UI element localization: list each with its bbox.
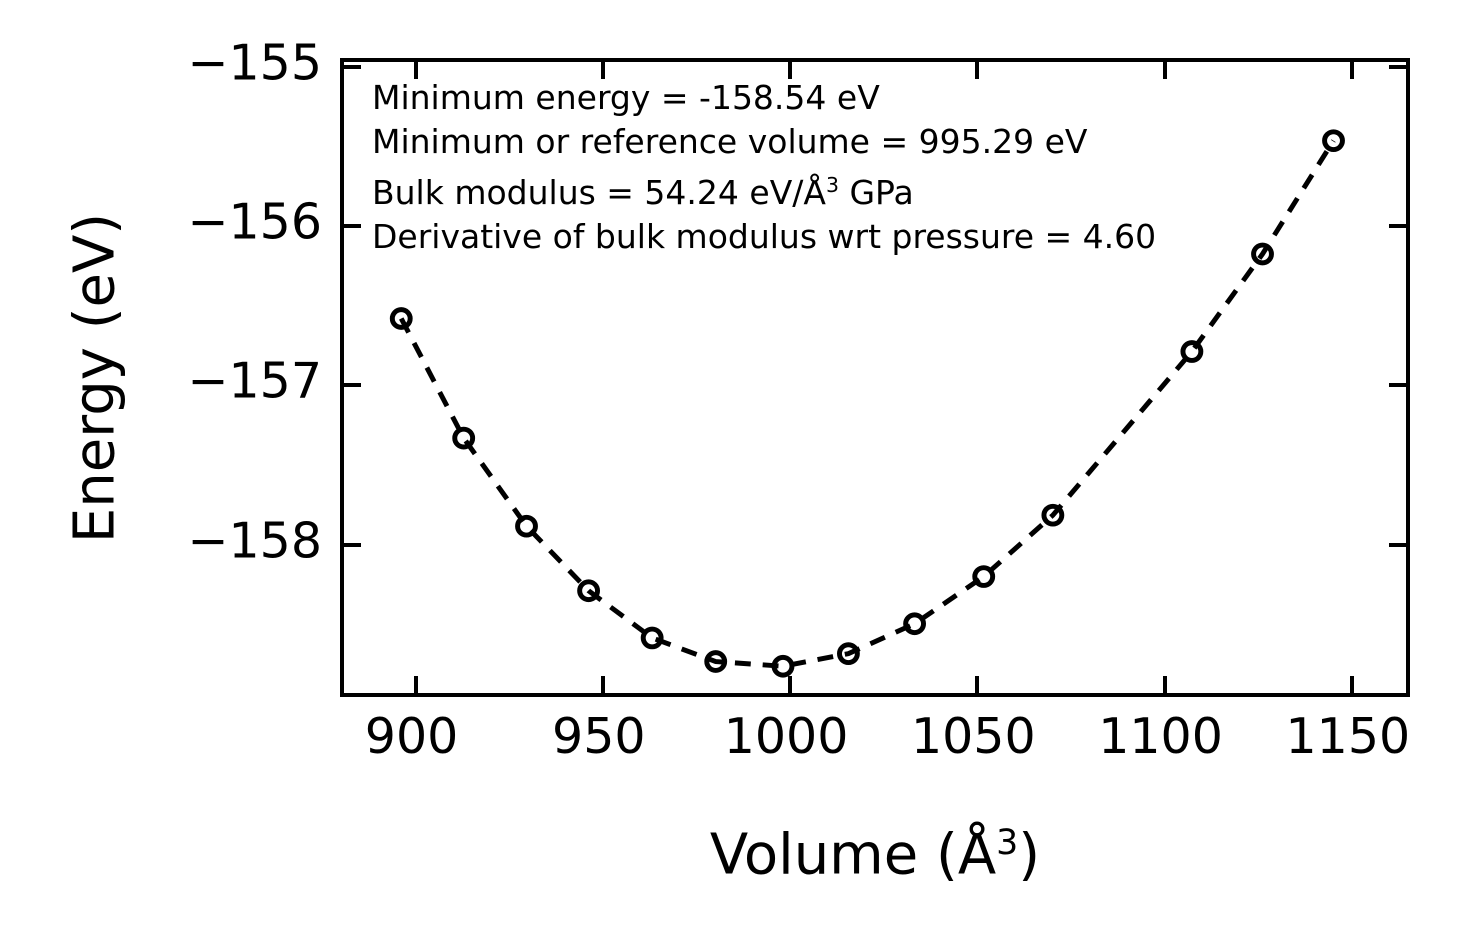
x-axis-tick-label: 900: [364, 708, 459, 765]
annotation-line-minimum-volume: Minimum or reference volume = 995.29 eV: [372, 121, 1088, 161]
data-series-layer: [389, 129, 1345, 678]
x-axis-tick-label: 1150: [1285, 708, 1411, 765]
plot-area: [340, 58, 1410, 697]
x-axis-tick: [1349, 676, 1354, 694]
data-point-marker: [515, 514, 538, 538]
data-point-marker: [1180, 340, 1204, 363]
x-axis-label: Volume (Å3): [710, 823, 1040, 888]
x-axis-tick-label: 1050: [910, 708, 1036, 765]
data-point-marker: [1041, 503, 1065, 527]
y-axis-tick-label: −156: [187, 193, 322, 251]
x-axis-tick-top: [975, 61, 980, 79]
data-point-marker: [1322, 129, 1345, 153]
x-axis-tick: [600, 676, 605, 694]
y-axis-tick: [343, 224, 361, 229]
data-point-marker: [389, 307, 413, 330]
y-axis-tick: [343, 383, 361, 388]
x-axis-tick: [413, 676, 418, 694]
data-point-marker: [903, 612, 927, 636]
data-point-marker: [1251, 242, 1274, 266]
y-axis-tick-label: −155: [187, 34, 322, 92]
x-axis-tick-top: [600, 61, 605, 79]
x-axis-tick-label: 1100: [1098, 708, 1223, 765]
x-axis-tick-top: [1162, 61, 1167, 79]
annotation-line-bulk-modulus-derivative: Derivative of bulk modulus wrt pressure …: [372, 216, 1157, 256]
x-axis-tick-label: 950: [552, 708, 646, 765]
data-point-marker: [771, 654, 795, 678]
y-axis-tick-right: [1389, 224, 1407, 229]
x-axis-label-text: Volume (Å3): [709, 822, 1041, 888]
data-point-marker: [577, 579, 601, 603]
data-point-marker: [452, 426, 476, 450]
y-axis-tick: [343, 64, 361, 69]
y-axis-tick-right: [1389, 383, 1407, 388]
annotation-line-minimum-energy: Minimum energy = -158.54 eV: [372, 78, 880, 117]
annotation-line-bulk-modulus: Bulk modulus = 54.24 eV/Å3 GPa: [372, 173, 914, 213]
y-axis-label: Energy (eV): [62, 212, 128, 544]
x-axis-tick-top: [1349, 61, 1354, 79]
data-point-marker: [704, 650, 728, 673]
x-axis-tick-top: [413, 61, 418, 79]
data-point-marker: [972, 565, 996, 588]
x-axis-tick-label: 1000: [723, 708, 849, 765]
fit-results-annotation: Minimum energy = -158.54 eV Minimum or r…: [372, 76, 1156, 258]
data-point-marker: [837, 642, 860, 666]
x-axis-tick: [788, 676, 793, 694]
y-axis-tick-right: [1389, 64, 1407, 69]
y-axis-tick-right: [1389, 542, 1407, 547]
data-point-marker: [640, 626, 664, 650]
y-axis-tick-label: −158: [187, 512, 322, 570]
x-axis-tick: [1162, 676, 1167, 694]
x-axis-tick-top: [788, 61, 793, 79]
series-line: [399, 139, 1336, 669]
y-axis-tick: [343, 542, 361, 547]
x-axis-tick: [975, 676, 980, 694]
y-axis-tick-label: −157: [187, 352, 322, 410]
